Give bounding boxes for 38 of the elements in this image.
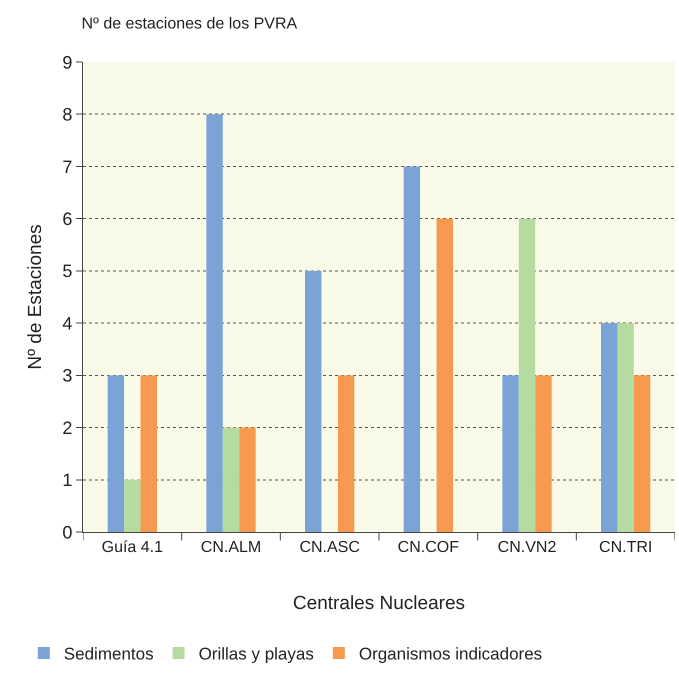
x-tick-label: CN.COF [398,539,460,556]
bar [518,218,536,532]
bar [634,375,650,532]
legend-label: Sedimentos [64,644,154,664]
bar [436,218,453,532]
bar [535,375,552,532]
bar [305,270,322,532]
x-tick-label: Guía 4.1 [102,539,164,556]
bar [140,375,157,532]
legend-label: Organismos indicadores [358,644,542,664]
bar [222,428,240,532]
x-tick-label: CN.TRI [599,539,652,556]
x-tick-label: CN.ALM [200,539,262,556]
bar [124,480,141,532]
bar [239,428,256,532]
y-tick-label: 2 [62,418,72,438]
bar [617,323,634,532]
y-tick-label: 8 [62,104,72,125]
x-tick-label: CN.VN2 [498,539,556,556]
y-tick-label: 6 [62,208,72,229]
bar [601,323,618,532]
bar [108,375,124,532]
y-axis-title: Nº de Estaciones [25,224,46,370]
y-tick-label: 4 [62,313,72,334]
chart-title: Nº de estaciones de los PVRA [81,15,298,32]
y-tick-label: 5 [62,261,72,282]
x-axis-title: Centrales Nucleares [292,593,466,614]
bar [338,375,354,532]
bar [502,375,519,532]
y-tick-label: 9 [62,52,72,72]
y-tick-label: 1 [62,470,72,490]
legend-label: Orillas y playas [198,644,314,664]
bar [206,114,223,532]
y-tick-label: 7 [62,156,72,177]
y-tick-label: 3 [62,366,72,386]
x-tick-label: CN.ASC [299,539,360,556]
bar [404,166,420,532]
y-tick-label: 0 [62,522,72,542]
